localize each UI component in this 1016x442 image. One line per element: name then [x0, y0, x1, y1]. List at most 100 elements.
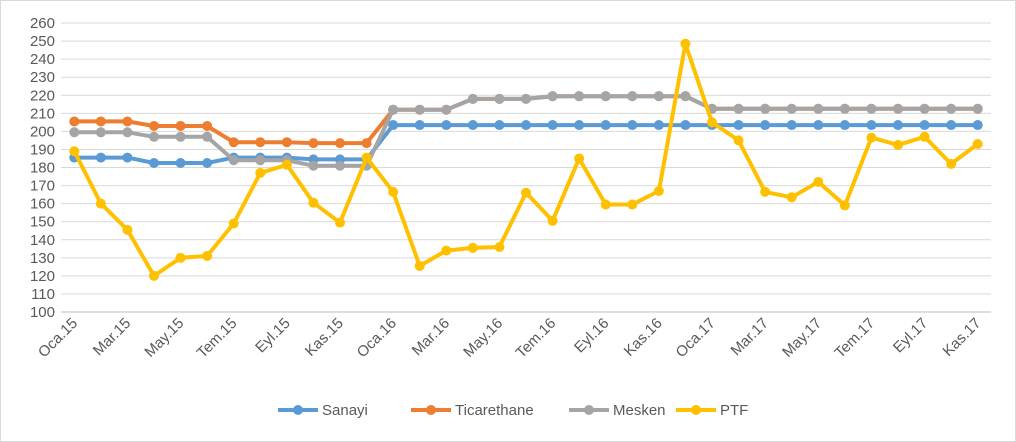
data-point-ptf: [441, 245, 452, 256]
data-point-sanayi: [627, 120, 638, 131]
legend-label-sanayi: Sanayi: [322, 402, 368, 419]
data-point-ptf: [521, 187, 531, 198]
data-point-mesken: [839, 103, 850, 114]
x-tick-label: Tem.15: [194, 315, 241, 362]
data-point-ptf: [919, 131, 930, 142]
data-point-mesken: [893, 103, 903, 114]
data-point-mesken: [574, 91, 585, 102]
y-tick-label: 230: [30, 69, 55, 86]
data-point-mesken: [813, 103, 824, 114]
data-point-mesken: [69, 127, 80, 138]
data-point-mesken: [653, 91, 664, 102]
data-point-ptf: [680, 38, 691, 49]
x-tick-label: Mar.16: [409, 315, 453, 359]
data-point-mesken: [680, 91, 691, 102]
data-point-mesken: [494, 93, 505, 104]
data-point-ptf: [95, 198, 106, 209]
y-tick-label: 160: [30, 196, 55, 213]
x-tick-label: Oca.15: [35, 315, 81, 361]
data-point-sanayi: [95, 152, 106, 163]
data-point-ptf: [627, 199, 638, 210]
data-point-ptf: [972, 139, 983, 150]
data-point-mesken: [733, 103, 744, 114]
data-point-ptf: [228, 218, 239, 229]
data-point-sanayi: [149, 157, 159, 168]
data-point-mesken: [467, 93, 478, 104]
x-tick-label: May.15: [141, 315, 187, 361]
x-tick-label: Tem.16: [513, 315, 560, 362]
y-tick-label: 140: [30, 232, 55, 249]
y-tick-label: 220: [30, 87, 55, 104]
data-point-ptf: [653, 185, 664, 196]
gridlines: [61, 22, 991, 313]
x-tick-label: May.17: [779, 315, 825, 361]
data-point-mesken: [521, 93, 531, 104]
x-tick-label: Eyl.15: [252, 315, 294, 357]
data-point-ptf: [308, 197, 319, 208]
data-point-ptf: [733, 135, 744, 146]
data-point-mesken: [919, 103, 930, 114]
legend-marker-ptf: [691, 405, 701, 415]
x-tick-label: May.16: [460, 315, 506, 361]
y-tick-label: 120: [30, 268, 55, 285]
data-point-mesken: [388, 104, 399, 115]
data-point-ptf: [760, 186, 771, 197]
x-axis: Oca.15 Mar.15 May.15 Tem.15 Eyl.15 Kas.15 Oca.…: [35, 315, 985, 362]
y-tick-label: 240: [30, 51, 55, 68]
data-point-ptf: [69, 146, 80, 157]
x-tick-label: Eyl.16: [571, 315, 613, 357]
data-point-mesken: [547, 91, 558, 102]
data-point-ptf: [281, 159, 292, 170]
data-point-sanayi: [893, 120, 903, 131]
data-point-mesken: [627, 91, 638, 102]
data-point-ticarethane: [149, 120, 159, 131]
x-tick-label: Eyl.17: [890, 315, 932, 357]
legend-marker-mesken: [584, 405, 594, 415]
data-point-sanayi: [414, 120, 425, 131]
data-point-sanayi: [786, 120, 797, 131]
data-point-ptf: [175, 252, 186, 263]
data-point-ticarethane: [95, 116, 106, 127]
legend-item-mesken: Mesken: [569, 402, 666, 419]
data-point-mesken: [308, 160, 319, 171]
data-point-sanayi: [680, 120, 691, 131]
series-group: [69, 38, 983, 281]
data-point-sanayi: [441, 120, 452, 131]
data-point-ptf: [467, 242, 478, 253]
data-point-mesken: [760, 103, 771, 114]
data-point-sanayi: [839, 120, 850, 131]
series-ptf: [69, 38, 983, 281]
y-tick-label: 250: [30, 33, 55, 50]
data-point-mesken: [335, 160, 345, 171]
data-point-mesken: [414, 104, 425, 115]
y-tick-label: 130: [30, 250, 55, 267]
data-point-mesken: [972, 103, 983, 114]
y-tick-label: 200: [30, 123, 55, 140]
x-tick-label: Kas.15: [302, 315, 347, 360]
y-tick-label: 150: [30, 214, 55, 231]
data-point-sanayi: [866, 120, 877, 131]
x-tick-label: Kas.16: [621, 315, 666, 360]
data-point-sanayi: [547, 120, 558, 131]
data-point-ptf: [335, 217, 345, 228]
data-point-sanayi: [122, 152, 133, 163]
series-line-sanayi: [72, 123, 980, 165]
data-point-ptf: [946, 158, 957, 169]
data-point-ptf: [893, 139, 903, 150]
legend-item-ptf: PTF: [676, 402, 748, 419]
data-point-ptf: [866, 132, 877, 143]
data-point-mesken: [866, 103, 877, 114]
data-point-ticarethane: [361, 138, 372, 149]
data-point-mesken: [228, 155, 239, 166]
data-point-mesken: [946, 103, 957, 114]
y-tick-label: 210: [30, 105, 55, 122]
data-point-sanayi: [388, 120, 399, 131]
legend-label-mesken: Mesken: [613, 402, 666, 419]
data-point-ptf: [388, 186, 399, 197]
data-point-sanayi: [600, 120, 611, 131]
data-point-sanayi: [521, 120, 531, 131]
data-point-sanayi: [946, 120, 957, 131]
data-point-ticarethane: [69, 116, 80, 127]
data-point-ptf: [494, 241, 505, 252]
